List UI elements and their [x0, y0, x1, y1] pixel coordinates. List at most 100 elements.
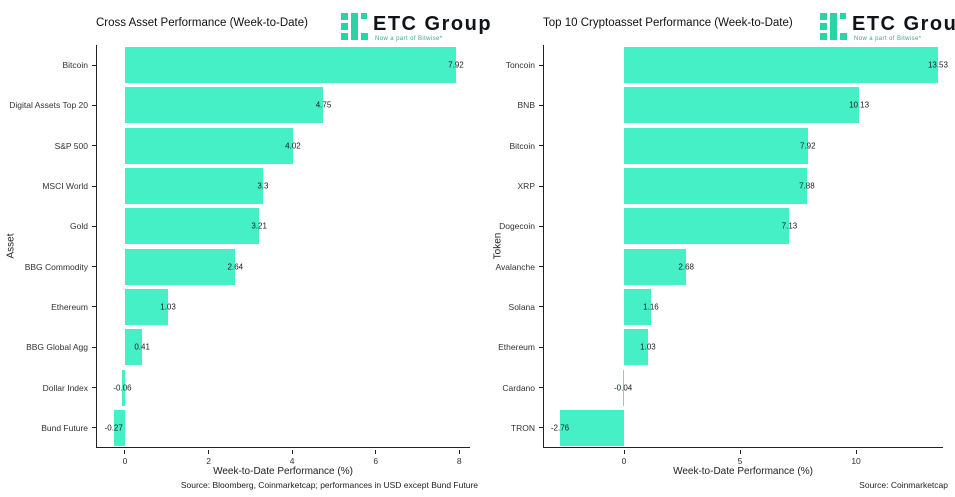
y-tick-mark — [538, 145, 543, 147]
bar-value-label: 4.02 — [285, 141, 301, 151]
y-tick-mark — [538, 104, 543, 106]
x-axis-title: Week-to-Date Performance (%) — [673, 466, 813, 477]
y-tick-mark — [538, 427, 543, 429]
bar-value-label: 7.92 — [800, 141, 816, 151]
bar — [624, 208, 790, 245]
x-axis-title: Week-to-Date Performance (%) — [213, 466, 353, 477]
y-axis-category-label: BBG Commodity — [24, 261, 88, 272]
y-tick-mark — [538, 306, 543, 308]
bar-value-label: 0.41 — [134, 342, 150, 352]
y-axis-category-label: Bitcoin — [509, 140, 535, 151]
logo-text: ETC Group Now a part of Bitwise* — [373, 13, 492, 42]
bar — [122, 369, 125, 406]
y-tick-mark — [91, 185, 96, 187]
y-tick-mark — [91, 346, 96, 348]
bar — [124, 127, 293, 164]
bar — [124, 168, 263, 205]
bar-value-label: -0.06 — [113, 383, 132, 393]
y-axis-category-label: Ethereum — [498, 342, 535, 353]
y-tick-mark — [538, 64, 543, 66]
bar-value-label: 2.68 — [678, 262, 695, 272]
bar-value-label: 7.88 — [799, 181, 815, 191]
y-tick-mark — [91, 225, 96, 227]
source-caption: Source: Bloomberg, Coinmarketcap; perfor… — [180, 480, 478, 490]
logo-text: ETC Group Now a part of Bitwise* — [852, 13, 955, 42]
bar — [124, 248, 236, 285]
y-tick-mark — [538, 387, 543, 389]
y-axis-category-label: BNB — [517, 100, 535, 111]
bar — [560, 409, 625, 446]
y-axis-category-label: Digital Assets Top 20 — [9, 100, 88, 111]
x-tick-label: 2 — [206, 456, 211, 466]
bar — [124, 288, 169, 325]
y-tick-mark — [91, 387, 96, 389]
x-tick-mark — [124, 449, 126, 454]
y-tick-mark — [538, 185, 543, 187]
y-axis-category-label: MSCI World — [42, 181, 88, 192]
bar-value-label: -2.76 — [550, 423, 570, 433]
chart-title: Cross Asset Performance (Week-to-Date) — [96, 17, 308, 29]
y-axis-category-label: Bitcoin — [62, 60, 88, 71]
bar — [624, 47, 938, 84]
y-axis-category-label: Solana — [508, 301, 535, 312]
y-tick-mark — [538, 225, 543, 227]
chart-title: Top 10 Cryptoasset Performance (Week-to-… — [543, 17, 793, 29]
bar — [623, 369, 625, 406]
bar — [624, 87, 860, 124]
x-tick-mark — [739, 449, 741, 454]
source-caption: Source: Coinmarketcap — [859, 480, 948, 490]
plot-area: 13.53 Toncoin 10.13 BNB 7.92 Bitcoin 7.88 XRP 7.… — [495, 45, 948, 466]
y-tick-mark — [538, 266, 543, 268]
y-axis-category-label: Bund Future — [41, 422, 88, 433]
y-axis-category-label: BBG Global Agg — [26, 342, 88, 353]
bar-value-label: 3.21 — [251, 221, 267, 231]
etc-group-logo-icon — [341, 13, 368, 40]
x-tick-mark — [855, 449, 857, 454]
cross-asset-performance-chart: Cross Asset Performance (Week-to-Date) E… — [6, 13, 492, 490]
bar — [624, 288, 651, 325]
bar-value-label: 4.75 — [315, 100, 332, 110]
bar-value-label: 13.53 — [927, 60, 948, 70]
bar — [624, 329, 648, 366]
x-tick-label: 5 — [737, 456, 743, 466]
y-tick-mark — [91, 306, 96, 308]
logo-tagline: Now a part of Bitwise* — [375, 36, 443, 42]
plot-area: 7.92 Bitcoin 4.75 Digital Assets Top 20 4.02… — [9, 45, 470, 466]
x-tick-label: 0 — [621, 456, 627, 466]
bar — [624, 168, 807, 205]
y-axis-category-label: Toncoin — [505, 60, 535, 71]
y-tick-mark — [91, 427, 96, 429]
bar-value-label: 1.03 — [640, 342, 656, 352]
y-axis-title: Token — [492, 232, 504, 260]
bar — [124, 208, 260, 245]
bar — [124, 47, 456, 84]
x-tick-label: 4 — [289, 456, 295, 466]
x-tick-label: 0 — [122, 456, 128, 466]
y-axis-category-label: Avalanche — [495, 261, 535, 272]
bar-value-label: 7.92 — [448, 60, 464, 70]
bar-value-label: 1.03 — [160, 302, 176, 312]
x-tick-label: 10 — [851, 456, 861, 466]
bar — [624, 127, 808, 164]
y-tick-mark — [91, 145, 96, 147]
y-tick-mark — [538, 346, 543, 348]
y-axis-category-label: Gold — [70, 221, 88, 232]
x-tick-mark — [458, 449, 460, 454]
top10-cryptoasset-performance-chart: Top 10 Cryptoasset Performance (Week-to-… — [490, 0, 955, 497]
bar — [113, 409, 125, 446]
bar — [124, 329, 143, 366]
x-tick-mark — [375, 449, 377, 454]
y-tick-mark — [91, 266, 96, 268]
bar-value-label: 2.64 — [227, 262, 244, 272]
x-tick-mark — [623, 449, 625, 454]
logo-tagline: Now a part of Bitwise* — [854, 36, 922, 42]
y-axis-category-label: TRON — [510, 422, 535, 433]
etc-group-logo: ETC Group Now a part of Bitwise* — [820, 13, 955, 42]
bar — [124, 87, 324, 124]
bar-value-label: -0.04 — [613, 383, 633, 393]
y-axis-category-label: Ethereum — [51, 301, 88, 312]
bar-value-label: 7.13 — [781, 221, 798, 231]
logo-name: ETC Group — [373, 13, 493, 35]
bar-value-label: 1.16 — [643, 302, 659, 312]
y-axis-category-label: XRP — [517, 181, 535, 192]
